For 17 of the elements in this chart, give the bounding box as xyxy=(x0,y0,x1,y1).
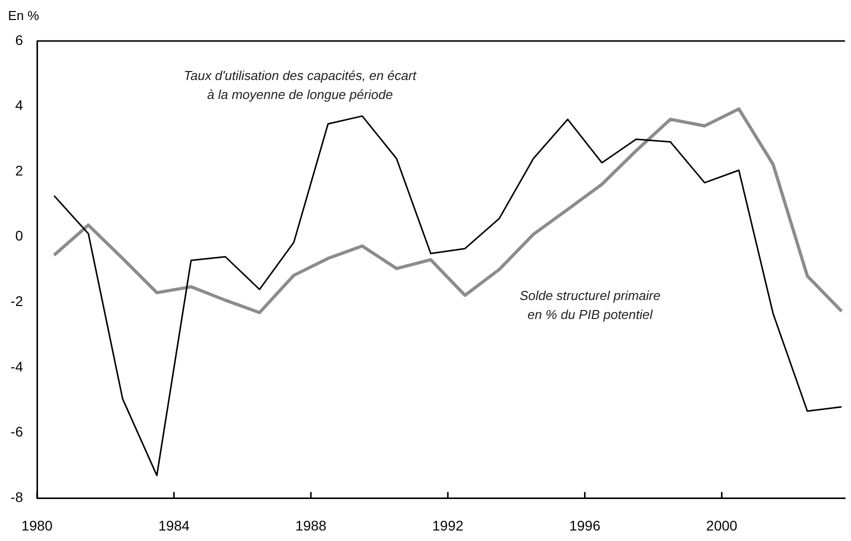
y-axis-title: En % xyxy=(8,8,40,23)
y-tick-label: -2 xyxy=(10,293,24,309)
y-tick-label: -6 xyxy=(10,424,24,440)
x-tick-label: 2000 xyxy=(706,517,738,534)
annotation: Taux d'utilisation des capacités, en écart à la moyenne de longue période xyxy=(184,68,418,102)
x-tick-label: 1980 xyxy=(21,517,53,534)
x-tick-label: 1988 xyxy=(295,517,327,534)
y-tick-label: 4 xyxy=(15,97,24,114)
y-tick-label: 2 xyxy=(15,162,24,178)
x-tick-label: 1984 xyxy=(158,517,190,534)
annotation: Solde structurel primaire en % du PIB potentiel xyxy=(520,288,660,322)
y-tick-label: 0 xyxy=(15,228,24,244)
y-tick-label: -4 xyxy=(10,358,24,374)
x-tick-label: 1996 xyxy=(569,517,601,534)
y-tick-label: -8 xyxy=(10,488,24,505)
y-tick-label: 6 xyxy=(15,32,24,48)
x-tick-label: 1992 xyxy=(432,517,464,534)
